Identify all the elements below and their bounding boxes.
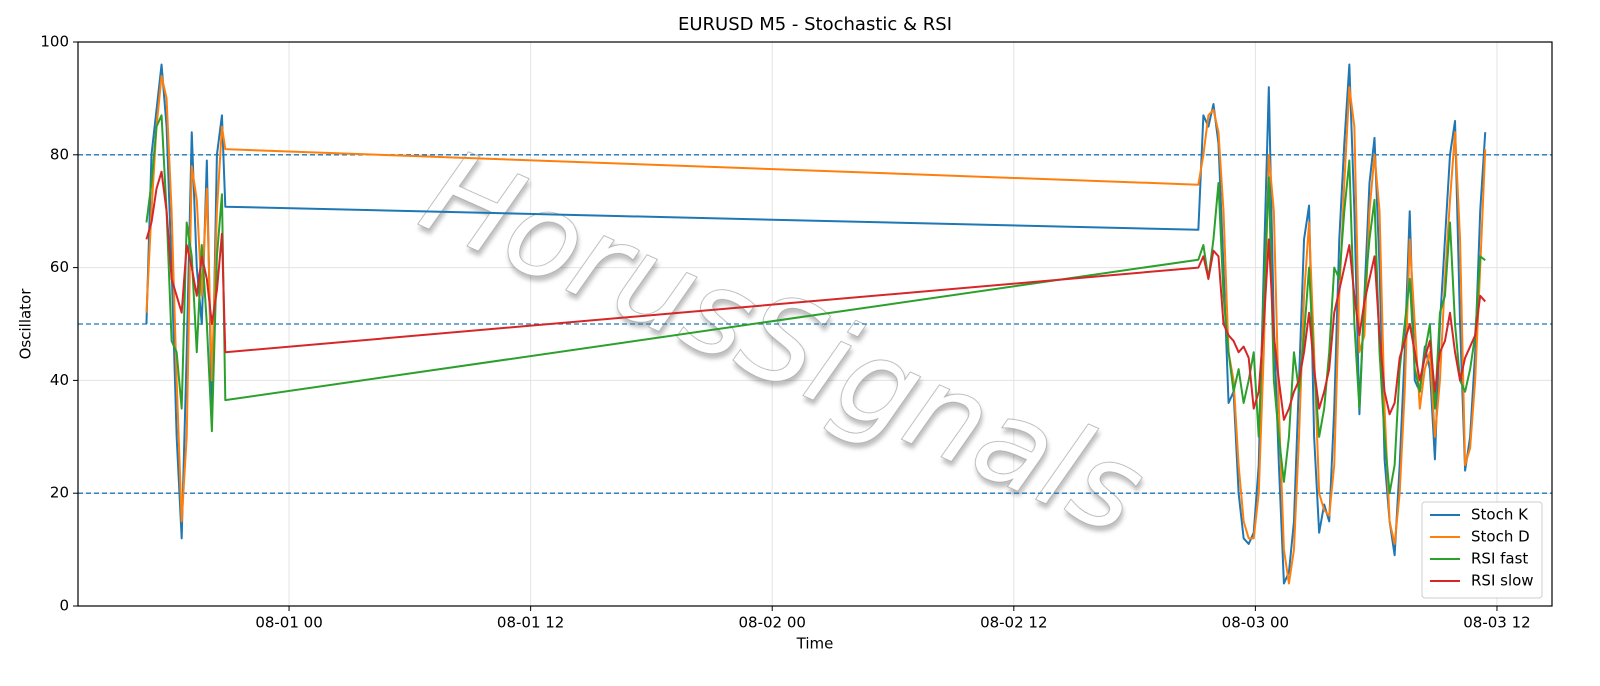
x-tick-label: 08-02 00 — [738, 614, 805, 632]
x-tick-label: 08-02 12 — [980, 614, 1047, 632]
y-tick-label: 100 — [40, 33, 69, 51]
y-tick-label: 40 — [50, 371, 69, 389]
x-tick-label: 08-03 00 — [1222, 614, 1289, 632]
series-line — [145, 74, 1487, 585]
y-tick-label: 80 — [50, 145, 69, 163]
legend-label: Stoch K — [1471, 506, 1529, 524]
legend-label: RSI fast — [1471, 550, 1528, 568]
y-tick-label: 60 — [50, 258, 69, 276]
y-tick-label: 20 — [50, 484, 69, 502]
x-tick-label: 08-01 00 — [255, 614, 322, 632]
plot-frame — [77, 41, 1553, 607]
x-axis-label: Time — [796, 635, 834, 653]
x-tick-label: 08-03 12 — [1463, 614, 1530, 632]
legend-box — [1421, 501, 1543, 599]
y-tick-label: 0 — [59, 597, 69, 615]
legend-label: Stoch D — [1471, 528, 1530, 546]
chart-title: EURUSD M5 - Stochastic & RSI — [678, 14, 952, 35]
series-line — [145, 170, 1486, 421]
watermark: HorusSignals — [404, 122, 1163, 561]
y-axis-label: Oscillator — [17, 288, 35, 360]
x-tick-label: 08-01 12 — [497, 614, 564, 632]
legend-label: RSI slow — [1471, 572, 1534, 590]
